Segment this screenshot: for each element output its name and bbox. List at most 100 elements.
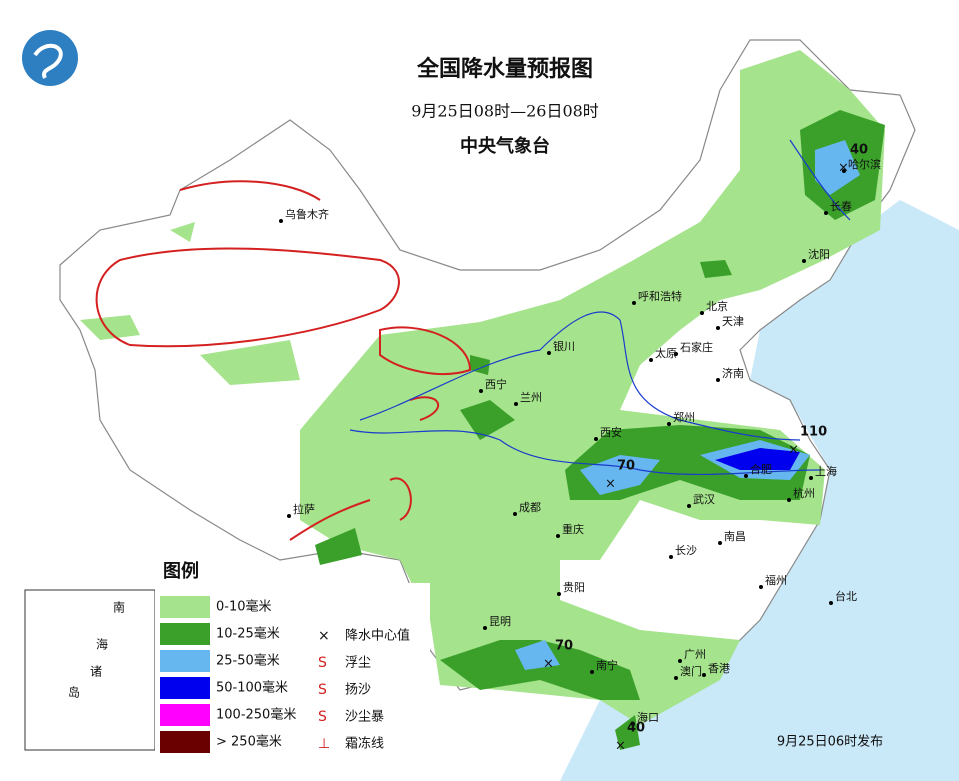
legend-label: 50-100毫米: [216, 680, 288, 696]
legend-label: 10-25毫米: [216, 626, 280, 642]
legend-label: 0-10毫米: [216, 599, 272, 615]
inset-label: 诸: [90, 665, 102, 679]
city-dot: [479, 389, 483, 393]
city-label: 成都: [519, 501, 541, 514]
city-label: 广州: [684, 648, 706, 661]
rain-0-10: [300, 50, 885, 725]
inset-label: 岛: [68, 685, 80, 700]
city-dot: [674, 352, 678, 356]
rain-center-label: 40: [627, 721, 645, 736]
rain-center-label: 70: [555, 639, 573, 654]
legend-swatch: [160, 704, 210, 726]
city-dot: [556, 534, 560, 538]
legend-swatch: [160, 731, 210, 753]
city-dot: [744, 474, 748, 478]
city-dot: [787, 498, 791, 502]
city-dot: [842, 169, 846, 173]
city-dot: [631, 722, 635, 726]
city-dot: [667, 422, 671, 426]
city-label: 武汉: [693, 493, 715, 506]
legend-swatch: [160, 596, 210, 618]
city-dot: [674, 676, 678, 680]
city-label: 长春: [830, 200, 852, 213]
city-label: 郑州: [673, 410, 695, 424]
footer: 9月25日06时发布: [777, 734, 883, 750]
inset-label: 南: [113, 600, 125, 615]
city-dot: [669, 555, 673, 559]
inset-box: [24, 589, 156, 751]
city-dot: [547, 351, 551, 355]
legend-label: 浮尘: [345, 656, 371, 671]
legend-symbol: ⊥: [318, 736, 330, 752]
city-label: 呼和浩特: [638, 289, 682, 303]
legend-label: 降水中心值: [345, 628, 410, 644]
logo: [22, 30, 78, 86]
city-label: 杭州: [793, 486, 815, 500]
city-label: 澳门: [680, 664, 702, 678]
city-dot: [287, 514, 291, 518]
city-label: 兰州: [520, 391, 542, 404]
city-label: 石家庄: [680, 340, 713, 354]
rain-center-label: 110: [800, 425, 827, 440]
agency: 中央气象台: [460, 135, 550, 157]
legend-swatch: [160, 650, 210, 672]
legend-label: 扬沙: [345, 683, 371, 698]
legend-label: 霜冻线: [345, 736, 384, 752]
sea: [560, 200, 959, 781]
city-label: 贵阳: [563, 581, 585, 594]
rain-center-label: 40: [850, 143, 868, 158]
city-dot: [483, 626, 487, 630]
city-label: 长沙: [675, 544, 697, 557]
city-dot: [678, 659, 682, 663]
legend-label: > 250毫米: [216, 734, 282, 750]
city-dot: [632, 301, 636, 305]
city-dot: [702, 673, 706, 677]
city-label: 太原: [655, 347, 677, 360]
city-label: 福州: [765, 573, 787, 587]
legend-label: 沙尘暴: [345, 710, 384, 725]
legend-symbol: S: [318, 655, 327, 671]
legend-title: 图例: [163, 560, 199, 582]
city-dot: [687, 504, 691, 508]
rivers: [349, 139, 851, 476]
city-label: 北京: [706, 299, 728, 313]
city-label: 合肥: [750, 462, 772, 476]
city-dot: [649, 358, 653, 362]
city-label: 西安: [600, 425, 622, 439]
city-dot: [718, 541, 722, 545]
city-label: 重庆: [562, 522, 584, 536]
city-label: 西宁: [485, 377, 507, 391]
legend-symbol: S: [318, 682, 327, 698]
city-dot: [824, 211, 828, 215]
city-dot: [759, 585, 763, 589]
rain-center-mark: ×: [605, 477, 616, 492]
city-label: 银川: [553, 339, 575, 353]
frost-line: [95, 180, 472, 541]
rain-center-mark: ×: [615, 739, 626, 754]
legend-swatch: [160, 677, 210, 699]
city-dot: [716, 378, 720, 382]
legend-symbol: ×: [318, 628, 330, 644]
subtitle: 9月25日08时—26日08时: [411, 102, 599, 121]
city-dot: [513, 512, 517, 516]
city-label: 济南: [722, 366, 744, 380]
city-dot: [809, 476, 813, 480]
city-label: 天津: [722, 315, 744, 328]
legend-label: 25-50毫米: [216, 653, 280, 669]
city-dot: [557, 592, 561, 596]
legend-symbol: S: [318, 709, 327, 725]
inset-label: 海: [96, 637, 108, 652]
city-label: 南宁: [596, 658, 618, 672]
city-label: 昆明: [489, 615, 511, 628]
rain-center-mark: ×: [788, 443, 799, 458]
city-label: 乌鲁木齐: [285, 207, 329, 221]
city-dot: [700, 311, 704, 315]
city-label: 香港: [708, 662, 730, 675]
city-dot: [590, 670, 594, 674]
city-label: 沈阳: [808, 247, 830, 261]
rain-50-100: [715, 448, 800, 470]
rain-center-mark: ×: [543, 657, 554, 672]
rain-center-label: 70: [617, 459, 635, 474]
city-label: 上海: [815, 464, 837, 478]
